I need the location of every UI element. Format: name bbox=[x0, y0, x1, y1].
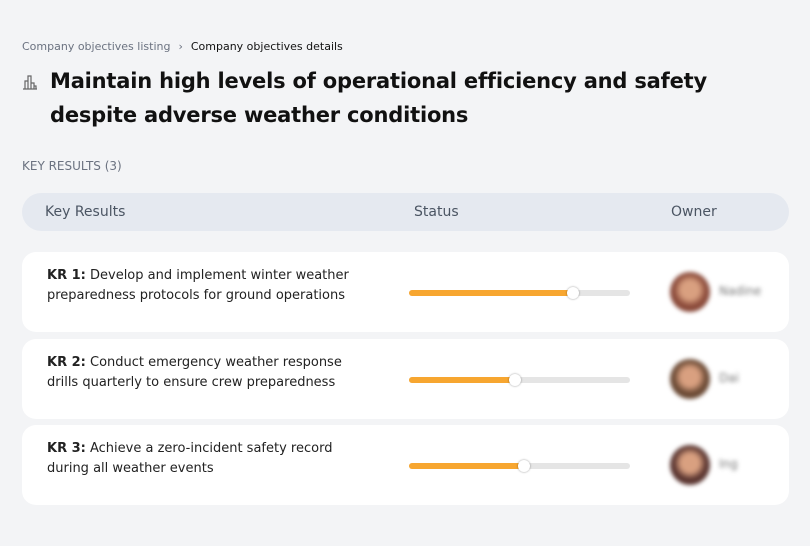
key-result-description: Achieve a zero-incident safety record du… bbox=[47, 441, 333, 476]
progress-fill bbox=[409, 463, 524, 469]
page-title: Maintain high levels of operational effi… bbox=[50, 69, 707, 127]
progress-knob bbox=[566, 287, 579, 299]
progress-knob bbox=[509, 374, 522, 386]
breadcrumb-current: Company objectives details bbox=[190, 40, 343, 53]
owner-name: Dai bbox=[719, 371, 739, 385]
key-result-text: KR 3: Achieve a zero-incident safety rec… bbox=[47, 439, 367, 479]
column-header-status: Status bbox=[414, 204, 459, 220]
table-row[interactable]: KR 1: Develop and implement winter weath… bbox=[22, 252, 789, 332]
column-header-key-results: Key Results bbox=[45, 204, 126, 220]
avatar bbox=[670, 359, 710, 399]
owner-name: Nadine bbox=[719, 284, 762, 298]
avatar bbox=[670, 272, 710, 312]
breadcrumb-parent-link[interactable]: Company objectives listing bbox=[22, 40, 171, 53]
key-results-count: KEY RESULTS (3) bbox=[22, 159, 122, 173]
progress-bar bbox=[409, 374, 630, 386]
key-result-label: KR 2: bbox=[47, 355, 86, 370]
table-row[interactable]: KR 2: Conduct emergency weather response… bbox=[22, 339, 789, 419]
table-header: Key Results Status Owner bbox=[22, 193, 789, 231]
key-result-label: KR 1: bbox=[47, 268, 86, 283]
progress-fill bbox=[409, 377, 516, 383]
progress-knob bbox=[517, 460, 530, 472]
key-result-description: Conduct emergency weather response drill… bbox=[47, 355, 342, 390]
key-result-description: Develop and implement winter weather pre… bbox=[47, 268, 349, 303]
avatar bbox=[670, 445, 710, 485]
objective-header: Maintain high levels of operational effi… bbox=[22, 64, 750, 132]
building-chart-icon bbox=[23, 75, 37, 90]
key-result-text: KR 1: Develop and implement winter weath… bbox=[47, 266, 367, 306]
owner-name: Ing bbox=[719, 457, 738, 471]
column-header-owner: Owner bbox=[671, 204, 717, 220]
key-result-text: KR 2: Conduct emergency weather response… bbox=[47, 353, 367, 393]
progress-bar bbox=[409, 287, 630, 299]
key-result-label: KR 3: bbox=[47, 441, 86, 456]
progress-bar bbox=[409, 460, 630, 472]
progress-fill bbox=[409, 290, 573, 296]
breadcrumb: Company objectives listing › Company obj… bbox=[22, 40, 343, 53]
breadcrumb-separator: › bbox=[178, 40, 183, 53]
table-row[interactable]: KR 3: Achieve a zero-incident safety rec… bbox=[22, 425, 789, 505]
